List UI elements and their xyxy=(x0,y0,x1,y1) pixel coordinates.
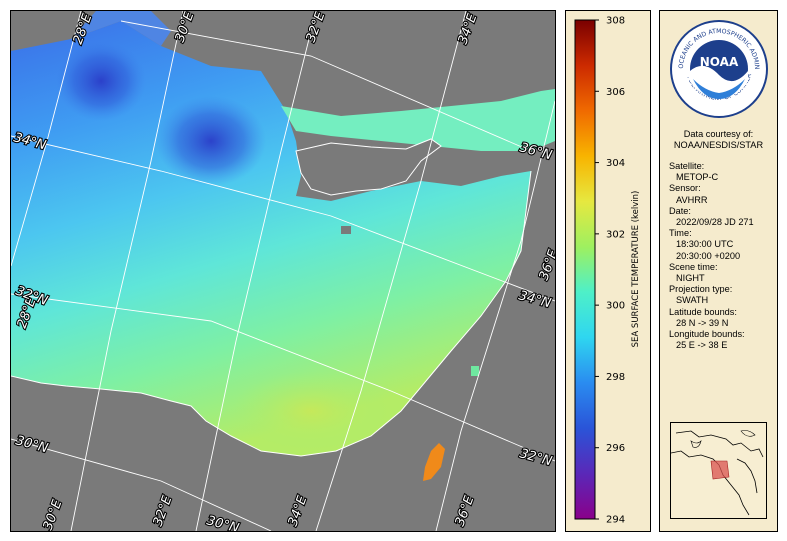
scene-time-label: Scene time: xyxy=(669,261,718,272)
meridian-32E xyxy=(195,11,317,531)
logo-wave-icon xyxy=(693,79,745,99)
time-label: Time: xyxy=(669,228,692,239)
locator-inset-map xyxy=(670,422,767,519)
parallel-34N xyxy=(11,135,555,302)
colorbar-scale xyxy=(574,19,596,520)
credit-line-1: Data courtesy of: xyxy=(683,129,754,139)
graticule xyxy=(11,11,555,531)
credit-line-2: NOAA/NESDIS/STAR xyxy=(673,140,764,151)
satellite-label: Satellite: xyxy=(669,161,705,171)
sensor-value: AVHRR xyxy=(676,194,708,205)
latitude-bounds-label: Latitude bounds: xyxy=(669,306,737,317)
projection-label: Projection type: xyxy=(669,284,733,295)
sea-surface-area xyxy=(11,21,531,456)
sea-surface-north xyxy=(11,11,171,51)
colorbar-tick-label-300: 300 xyxy=(606,301,625,312)
longitude-bounds-value: 25 E -> 38 E xyxy=(676,340,728,351)
colorbar-panel: 308 306 304 302 300 298 296 294 SEA SURFACE TEM… xyxy=(565,10,651,532)
cyprus-land xyxy=(295,138,442,196)
colorbar-tick-label-308: 308 xyxy=(606,16,625,27)
data-credit: Data courtesy of: NOAA/NESDIS/STAR xyxy=(660,129,777,151)
colorbar: 308 306 304 302 300 298 296 294 SEA SURFACE TEM… xyxy=(574,16,641,526)
date-label: Date: xyxy=(669,205,691,216)
meridian-30E xyxy=(70,11,184,531)
projection-value: SWATH xyxy=(676,295,709,306)
parallel-36N xyxy=(120,20,532,152)
colorbar-ticks: 308 306 304 302 300 298 296 294 xyxy=(595,16,625,526)
inset-coast-north xyxy=(675,430,764,458)
meridian-28E xyxy=(11,11,82,267)
inset-coast-details xyxy=(690,430,756,448)
cold-anomaly-central xyxy=(156,96,266,186)
colorbar-tick-label-298: 298 xyxy=(606,372,625,383)
inset-swath-footprint xyxy=(710,460,730,480)
info-panel: NATIONAL OCEANIC AND ATMOSPHERIC ADMINIS… xyxy=(659,10,778,532)
meridian-36E xyxy=(435,100,555,531)
noaa-logo: NATIONAL OCEANIC AND ATMOSPHERIC ADMINIS… xyxy=(669,19,768,118)
metadata-list: Satellite: METOP-C Sensor: AVHRR Date: 2… xyxy=(669,161,754,351)
colorbar-tick-label-296: 296 xyxy=(606,443,625,454)
warm-patch-gulf xyxy=(423,443,445,481)
colorbar-tick-label-294: 294 xyxy=(606,515,625,526)
inset-map-svg xyxy=(671,430,764,516)
colorbar-tick-label-304: 304 xyxy=(606,158,625,169)
cold-anomaly-west xyxy=(56,41,146,121)
latitude-bounds-value: 28 N -> 39 N xyxy=(676,317,729,328)
parallel-32N xyxy=(11,293,555,462)
colorbar-title: SEA SURFACE TEMPERATURE (kelvin) xyxy=(631,191,641,348)
sensor-label: Sensor: xyxy=(669,183,701,194)
time-value-local: 20:30:00 +0200 xyxy=(676,250,741,261)
coastline xyxy=(11,170,532,457)
warm-anomaly-south xyxy=(231,371,391,451)
sst-map: 28°E 30°E 32°E 34°E 36°E 30°E 32°E 34°E … xyxy=(11,11,555,531)
colorbar-tick-label-302: 302 xyxy=(606,229,625,240)
logo-noaa-text: NOAA xyxy=(700,55,739,69)
satellite-value: METOP-C xyxy=(676,172,719,183)
nodata-speck xyxy=(341,226,351,234)
date-value: 2022/09/28 JD 271 xyxy=(676,217,754,228)
meridian-34E xyxy=(315,11,467,531)
sea-strip-north-east xyxy=(281,89,555,151)
inset-coast-med xyxy=(671,450,720,466)
colorbar-tick-label-306: 306 xyxy=(606,87,625,98)
scene-time-value: NIGHT xyxy=(676,273,705,284)
longitude-bounds-label: Longitude bounds: xyxy=(669,329,745,340)
time-value-utc: 18:30:00 UTC xyxy=(676,239,734,250)
inset-coast-gulf xyxy=(736,458,758,494)
sst-map-panel: 28°E 30°E 32°E 34°E 36°E 30°E 32°E 34°E … xyxy=(10,10,556,532)
parallel-30N xyxy=(11,438,272,531)
data-speck xyxy=(471,366,479,376)
